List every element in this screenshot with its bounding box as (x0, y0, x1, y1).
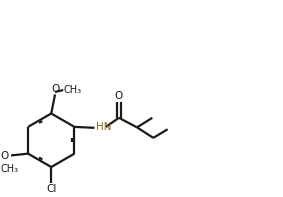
Text: O: O (115, 91, 123, 101)
Text: CH₃: CH₃ (0, 164, 18, 175)
Text: HN: HN (96, 122, 112, 132)
Text: O: O (52, 84, 60, 94)
Text: CH₃: CH₃ (64, 85, 82, 95)
Text: O: O (0, 151, 8, 161)
Text: Cl: Cl (46, 184, 56, 194)
